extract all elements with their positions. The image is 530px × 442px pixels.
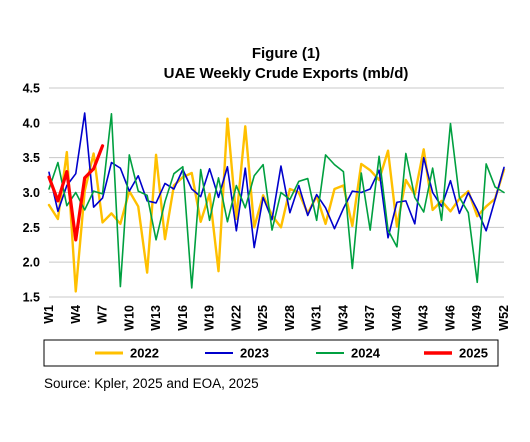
x-tick-label: W28: [283, 305, 297, 331]
x-tick-label: W34: [336, 305, 350, 331]
series-line-2024: [48, 112, 505, 289]
x-tick-label: W13: [149, 305, 163, 331]
legend-label: 2023: [240, 346, 269, 361]
x-axis-ticks: W1 W4 W7 W10 W13 W16 W19 W22 W25 W28 W31 W34 W37 W40 W…: [42, 305, 511, 331]
x-tick-label: W43: [417, 305, 431, 331]
x-tick-label: W37: [363, 305, 377, 331]
legend: 2022 2023 2024 2025: [95, 346, 488, 361]
series-line-2023: [48, 112, 505, 249]
x-tick-label: W40: [390, 305, 404, 331]
source-note: Source: Kpler, 2025 and EOA, 2025: [44, 376, 259, 391]
x-tick-label: W46: [443, 305, 457, 331]
y-tick-label: 4.5: [23, 82, 40, 96]
y-tick-label: 3.0: [23, 186, 40, 200]
x-tick-label: W1: [42, 305, 56, 324]
chart-subtitle: UAE Weekly Crude Exports (mb/d): [164, 65, 409, 82]
x-tick-label: W25: [256, 305, 270, 331]
x-tick-label: W19: [203, 305, 217, 331]
x-tick-label: W4: [69, 305, 83, 324]
y-tick-label: 2.5: [23, 221, 40, 235]
plot-area: [47, 112, 506, 293]
y-tick-label: 1.5: [23, 291, 40, 305]
x-tick-label: W49: [470, 305, 484, 331]
legend-label: 2022: [130, 346, 159, 361]
legend-label: 2024: [351, 346, 381, 361]
x-tick-label: W52: [497, 305, 511, 331]
x-tick-label: W10: [122, 305, 136, 331]
x-tick-label: W7: [96, 305, 110, 324]
y-tick-label: 2.0: [23, 256, 40, 270]
legend-label: 2025: [459, 346, 488, 361]
series-line-2022: [47, 117, 506, 293]
x-tick-label: W16: [176, 305, 190, 331]
y-tick-label: 4.0: [23, 116, 40, 130]
y-tick-label: 3.5: [23, 151, 40, 165]
series-line-2025: [47, 144, 105, 242]
x-tick-label: W31: [310, 305, 324, 331]
x-tick-label: W22: [229, 305, 243, 331]
chart-title: Figure (1): [252, 45, 320, 62]
y-axis-ticks: 1.5 2.0 2.5 3.0 3.5 4.0 4.5: [23, 82, 40, 305]
